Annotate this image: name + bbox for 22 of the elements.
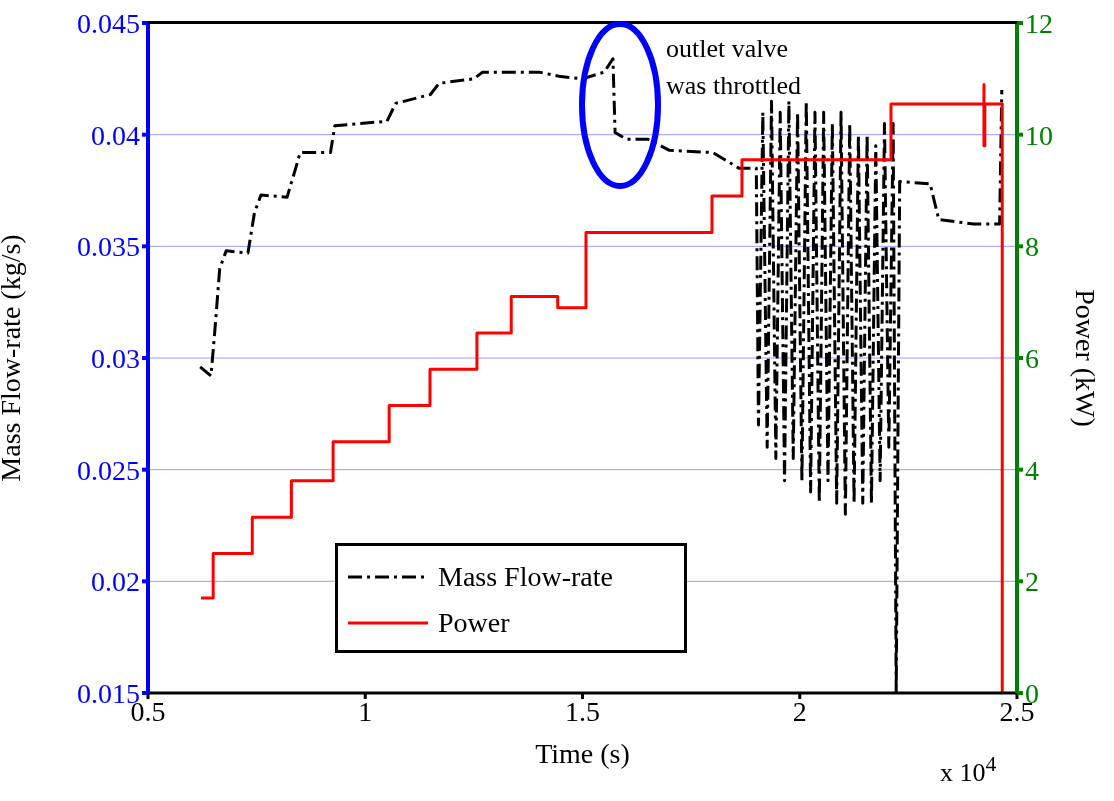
x-tick-label: 1 xyxy=(358,695,373,727)
annotation: outlet valve was throttled xyxy=(666,33,803,102)
y-tick-label: 0.045 xyxy=(77,7,140,39)
legend-label: Mass Flow-rate xyxy=(438,561,613,593)
x-tick-label: 2 xyxy=(792,695,807,727)
y2-axis-title: Power (kW) xyxy=(1070,289,1102,427)
y-tick-label: 0.02 xyxy=(91,566,140,598)
y-tick-label: 0.03 xyxy=(91,342,140,374)
legend-label: Power xyxy=(438,607,510,639)
y2-tick-label: 4 xyxy=(1025,454,1039,486)
y2-tick-label: 2 xyxy=(1025,566,1039,598)
y-axis-title: Mass Flow-rate (kg/s) xyxy=(0,234,26,482)
y2-tick-label: 10 xyxy=(1025,119,1053,151)
x-axis-title: Time (s) xyxy=(535,737,630,769)
y2-tick-label: 8 xyxy=(1025,231,1039,263)
y-tick-label: 0.035 xyxy=(77,231,140,263)
x-tick-label: 1.5 xyxy=(565,695,600,727)
text: x 10$^{4}$ xyxy=(940,752,997,788)
y2-tick-label: 12 xyxy=(1025,7,1053,39)
y-tick-label: 0.04 xyxy=(91,119,140,151)
y-tick-label: 0.025 xyxy=(77,454,140,486)
y2-tick-label: 6 xyxy=(1025,342,1039,374)
